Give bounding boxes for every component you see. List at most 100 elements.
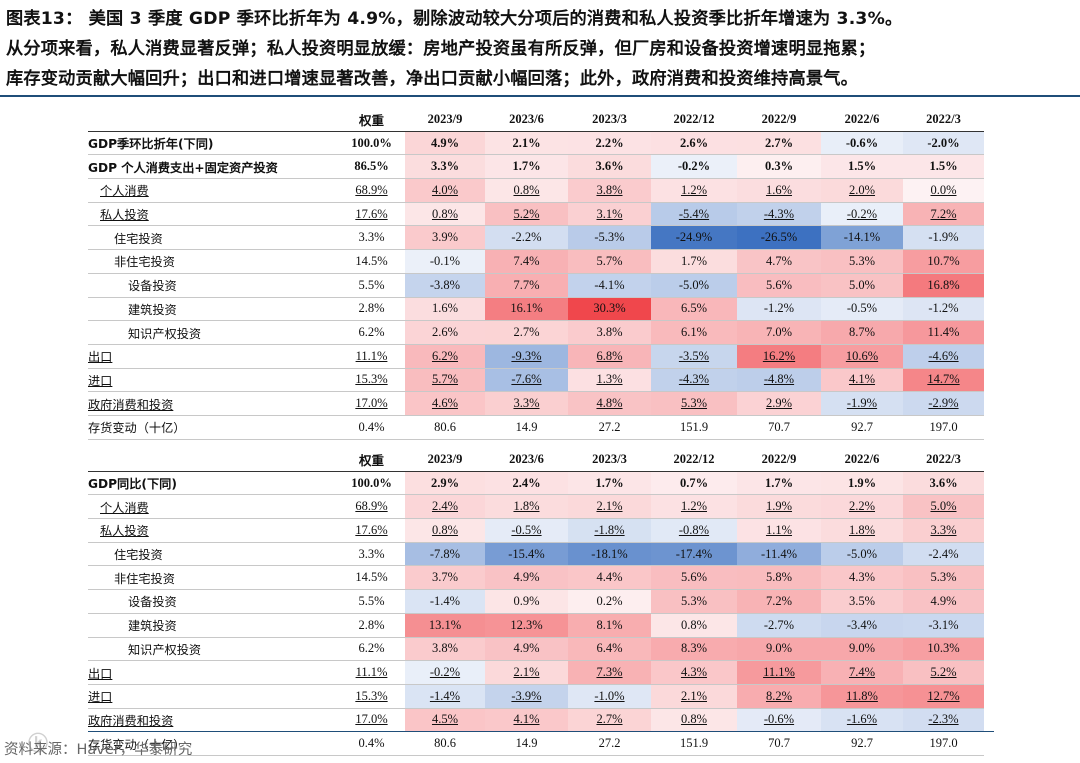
value-cell: 12.7% xyxy=(903,684,984,709)
value-cell: -3.8% xyxy=(405,273,485,298)
value-cell: 7.7% xyxy=(485,273,568,298)
column-header: 2022/9 xyxy=(737,448,821,472)
weight-cell: 5.5% xyxy=(338,589,405,614)
table-row: 存货变动（十亿） 0.4% 80.6 14.9 27.2 151.9 70.7 92.7 197… xyxy=(88,731,984,756)
value-cell: -1.6% xyxy=(821,708,903,733)
value-cell: 6.8% xyxy=(568,344,651,369)
table-row: 进口 15.3% 5.7% -7.6% 1.3% -4.3% -4.8% 4.1% 14.7% xyxy=(88,368,984,393)
table-row: 私人投资 17.6% 0.8% 5.2% 3.1% -5.4% -4.3% -0.2% 7.2% xyxy=(88,202,984,227)
value-cell: -18.1% xyxy=(568,542,651,567)
value-cell: 5.7% xyxy=(405,368,485,393)
column-header: 权重 xyxy=(338,108,405,132)
table-row: 存货变动（十亿） 0.4% 80.6 14.9 27.2 151.9 70.7 92.7 197… xyxy=(88,415,984,440)
value-cell: 14.7% xyxy=(903,368,984,393)
value-cell: 5.6% xyxy=(651,565,737,591)
row-label: 私人投资 xyxy=(88,518,338,543)
weight-cell: 11.1% xyxy=(338,344,405,369)
value-cell: 8.7% xyxy=(821,320,903,345)
value-cell: 197.0 xyxy=(903,415,984,440)
value-cell: 1.8% xyxy=(821,518,903,543)
table-row: 个人消费 68.9% 4.0% 0.8% 3.8% 1.2% 1.6% 2.0% 0.0% xyxy=(88,178,984,203)
header-line-1: 图表13： 美国 3 季度 GDP 季环比折年为 4.9%，剔除波动较大分项后的… xyxy=(6,9,903,29)
column-header: 2023/9 xyxy=(405,448,485,472)
value-cell: 30.3% xyxy=(568,297,651,322)
table-row: 建筑投资 2.8% 1.6% 16.1% 30.3% 6.5% -1.2% -0.5% -1.2… xyxy=(88,297,984,322)
value-cell: 7.2% xyxy=(737,589,821,614)
row-label: 知识产权投资 xyxy=(88,320,338,345)
column-header: 2023/6 xyxy=(485,108,568,132)
value-cell: -1.2% xyxy=(903,297,984,322)
value-cell: 5.3% xyxy=(651,391,737,416)
value-cell: 9.0% xyxy=(737,637,821,662)
weight-cell: 0.4% xyxy=(338,731,405,756)
value-cell: 1.2% xyxy=(651,494,737,520)
value-cell: 2.0% xyxy=(821,178,903,203)
value-cell: 3.8% xyxy=(405,637,485,662)
value-cell: 5.0% xyxy=(903,494,984,520)
value-cell: 3.5% xyxy=(821,589,903,614)
value-cell: 16.2% xyxy=(737,344,821,369)
value-cell: 6.2% xyxy=(405,344,485,369)
value-cell: 0.8% xyxy=(405,202,485,227)
value-cell: 5.3% xyxy=(651,589,737,614)
table-row: 出口 11.1% -0.2% 2.1% 7.3% 4.3% 11.1% 7.4% 5.2% xyxy=(88,660,984,685)
value-cell: 4.8% xyxy=(568,391,651,416)
column-header: 2022/3 xyxy=(903,108,984,132)
value-cell: 1.5% xyxy=(903,154,984,180)
row-label: 住宅投资 xyxy=(88,225,338,251)
value-cell: 5.3% xyxy=(903,565,984,591)
value-cell: -26.5% xyxy=(737,225,821,251)
report-header: 图表13： 美国 3 季度 GDP 季环比折年为 4.9%，剔除波动较大分项后的… xyxy=(6,4,1076,94)
value-cell: 2.4% xyxy=(485,471,568,496)
value-cell: -1.4% xyxy=(405,589,485,614)
weight-cell: 17.0% xyxy=(338,391,405,416)
value-cell: 1.5% xyxy=(821,154,903,180)
value-cell: 2.2% xyxy=(821,494,903,520)
value-cell: 92.7 xyxy=(821,415,903,440)
row-label: 政府消费和投资 xyxy=(88,391,338,416)
table-row: GDP 个人消费支出+固定资产投资 86.5% 3.3% 1.7% 3.6% -0.2% 0… xyxy=(88,154,984,180)
value-cell: 4.5% xyxy=(405,708,485,733)
value-cell: 11.8% xyxy=(821,684,903,709)
value-cell: 0.2% xyxy=(568,589,651,614)
value-cell: 8.1% xyxy=(568,613,651,638)
row-label: 出口 xyxy=(88,344,338,369)
value-cell: 3.6% xyxy=(903,471,984,496)
table-row: 非住宅投资 14.5% 3.7% 4.9% 4.4% 5.6% 5.8% 4.3% 5.3% xyxy=(88,565,984,591)
value-cell: -3.5% xyxy=(651,344,737,369)
value-cell: -2.2% xyxy=(485,225,568,251)
value-cell: -24.9% xyxy=(651,225,737,251)
value-cell: -2.7% xyxy=(737,613,821,638)
row-label: 私人投资 xyxy=(88,202,338,227)
value-cell: 1.3% xyxy=(568,368,651,393)
value-cell: 2.6% xyxy=(405,320,485,345)
value-cell: 1.9% xyxy=(821,471,903,496)
weight-cell: 86.5% xyxy=(338,154,405,180)
value-cell: -1.2% xyxy=(737,297,821,322)
value-cell: 7.4% xyxy=(485,249,568,274)
value-cell: -0.2% xyxy=(651,154,737,180)
value-cell: 4.3% xyxy=(651,660,737,685)
column-header: 2022/12 xyxy=(651,108,737,132)
value-cell: 3.3% xyxy=(903,518,984,543)
value-cell: -3.1% xyxy=(903,613,984,638)
header-blank xyxy=(88,448,338,472)
table-row: 出口 11.1% 6.2% -9.3% 6.8% -3.5% 16.2% 10.6% -4.6% xyxy=(88,344,984,369)
value-cell: 6.4% xyxy=(568,637,651,662)
value-cell: 3.8% xyxy=(568,178,651,203)
value-cell: 5.2% xyxy=(903,660,984,685)
value-cell: 4.9% xyxy=(405,131,485,156)
value-cell: 2.4% xyxy=(405,494,485,520)
value-cell: 2.9% xyxy=(737,391,821,416)
value-cell: -1.8% xyxy=(568,518,651,543)
value-cell: 151.9 xyxy=(651,415,737,440)
weight-cell: 17.0% xyxy=(338,708,405,733)
value-cell: -2.9% xyxy=(903,391,984,416)
value-cell: 0.8% xyxy=(651,613,737,638)
value-cell: 2.1% xyxy=(651,684,737,709)
column-header: 2022/6 xyxy=(821,108,903,132)
value-cell: 4.7% xyxy=(737,249,821,274)
table-row: 个人消费 68.9% 2.4% 1.8% 2.1% 1.2% 1.9% 2.2% 5.0% xyxy=(88,494,984,520)
value-cell: 2.1% xyxy=(485,660,568,685)
header-line-3: 库存变动贡献大幅回升；出口和进口增速显著改善，净出口贡献小幅回落；此外，政府消费… xyxy=(6,69,858,89)
